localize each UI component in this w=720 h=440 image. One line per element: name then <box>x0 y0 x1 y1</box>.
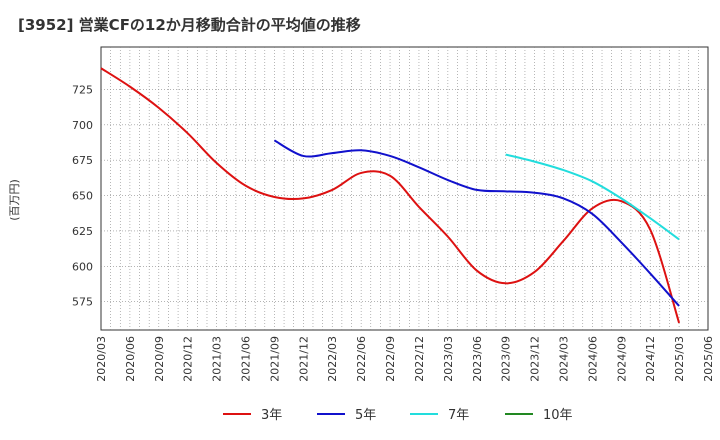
x-tick-label: 2020/06 <box>124 336 137 382</box>
chart-title: [3952] 営業CFの12か月移動合計の平均値の推移 <box>18 16 361 34</box>
legend-label-1: 5年 <box>355 408 376 423</box>
x-tick-label: 2023/12 <box>529 336 542 382</box>
x-tick-label: 2020/12 <box>182 336 195 382</box>
x-tick-label: 2021/09 <box>268 336 281 382</box>
series-lines <box>100 67 681 324</box>
y-tick-label: 650 <box>72 190 93 203</box>
x-tick-label: 2023/09 <box>500 336 513 382</box>
legend: 3年 5年 7年 10年 <box>223 408 573 423</box>
x-tick-label: 2021/12 <box>297 336 310 382</box>
legend-label-0: 3年 <box>261 408 282 423</box>
x-tick-label: 2022/03 <box>326 336 339 382</box>
x-axis-ticks: 2020/03 2020/06 2020/09 2020/12 2021/03 2021/… <box>95 336 715 382</box>
x-tick-label: 2022/06 <box>355 336 368 382</box>
x-tick-label: 2024/12 <box>644 336 657 382</box>
x-tick-label: 2023/03 <box>442 336 455 382</box>
x-tick-label: 2020/03 <box>95 336 108 382</box>
series-line-2 <box>505 153 680 241</box>
y-tick-label: 625 <box>72 225 93 238</box>
grid-lines <box>101 47 708 330</box>
y-tick-label: 600 <box>72 260 93 273</box>
x-tick-label: 2023/06 <box>471 336 484 382</box>
x-tick-label: 2025/03 <box>673 336 686 382</box>
x-tick-label: 2024/06 <box>586 336 599 382</box>
x-tick-label: 2021/06 <box>240 336 253 382</box>
y-tick-label: 675 <box>72 154 93 167</box>
legend-label-2: 7年 <box>448 408 469 423</box>
y-axis-label: (百万円) <box>8 179 21 221</box>
x-tick-label: 2022/12 <box>413 336 426 382</box>
legend-label-3: 10年 <box>543 408 573 423</box>
y-tick-label: 725 <box>72 83 93 96</box>
y-axis-ticks: 575 600 625 650 675 700 725 <box>72 83 93 308</box>
series-line-0 <box>100 67 681 324</box>
x-tick-label: 2025/06 <box>702 336 715 382</box>
y-tick-label: 575 <box>72 296 93 309</box>
x-tick-label: 2020/09 <box>153 336 166 382</box>
x-tick-label: 2024/09 <box>615 336 628 382</box>
x-tick-label: 2021/03 <box>211 336 224 382</box>
series-line-1 <box>273 139 680 307</box>
y-tick-label: 700 <box>72 119 93 132</box>
x-tick-label: 2022/09 <box>384 336 397 382</box>
x-tick-label: 2024/03 <box>557 336 570 382</box>
